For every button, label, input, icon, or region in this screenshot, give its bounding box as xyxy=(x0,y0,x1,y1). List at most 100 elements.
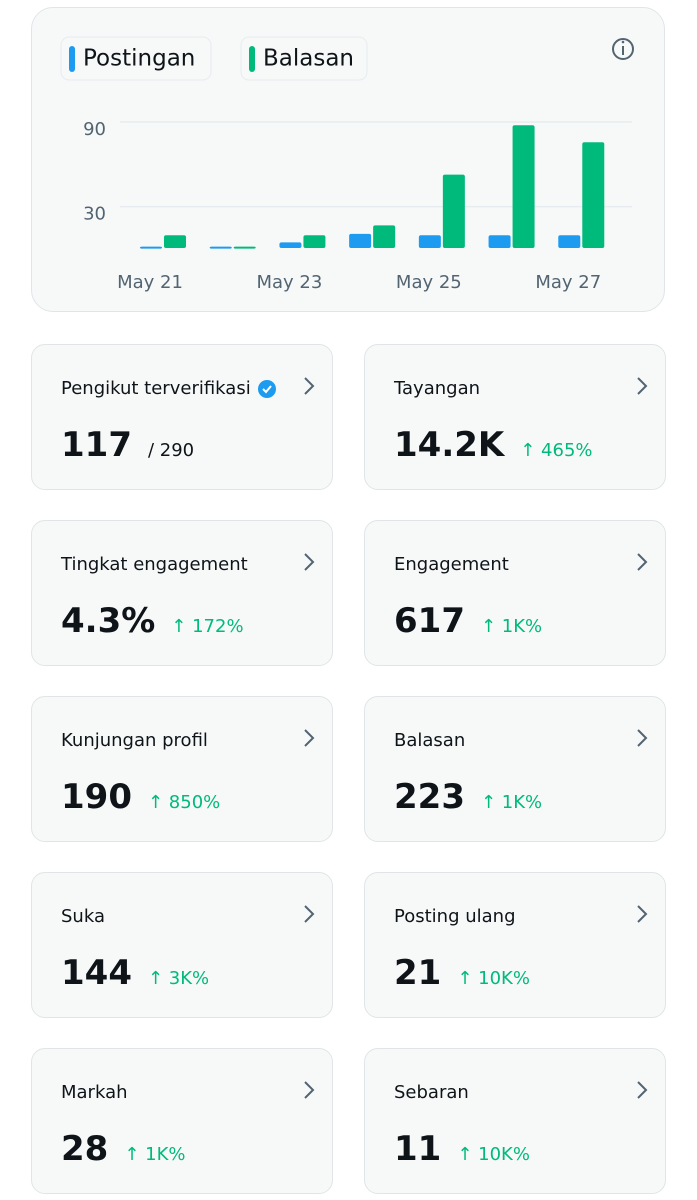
chevron xyxy=(637,905,648,923)
x-tick-label: May 23 xyxy=(257,272,323,293)
stat-value: 14.2K xyxy=(394,425,505,465)
chevron xyxy=(304,377,315,395)
stat-row: 144 ↑ 3K% xyxy=(61,953,209,993)
stat-row: 4.3% ↑ 172% xyxy=(61,601,244,641)
bar xyxy=(303,235,326,248)
info-icon[interactable] xyxy=(612,38,634,60)
bar xyxy=(279,242,302,248)
bar xyxy=(558,235,581,248)
chevron xyxy=(637,553,648,571)
bar xyxy=(373,225,396,248)
legend-label: Postingan xyxy=(83,46,195,72)
bar xyxy=(164,235,186,248)
stat-value: 28 xyxy=(61,1129,109,1169)
stat-label: Pengikut terverifikasi xyxy=(61,378,277,399)
stat-label-text: Markah xyxy=(61,1082,128,1103)
stat-label: Posting ulang xyxy=(394,906,516,927)
stat-card[interactable]: Pengikut terverifikasi 117 / 290 xyxy=(31,344,333,490)
stat-change: ↑ 850% xyxy=(147,792,221,813)
stat-label-text: Tayangan xyxy=(394,378,481,399)
stat-label: Tayangan xyxy=(394,378,480,399)
stat-card[interactable]: Engagement 617 ↑ 1K% xyxy=(364,520,666,666)
stat-value: 11 xyxy=(394,1129,442,1169)
stat-label-text: Sebaran xyxy=(394,1082,469,1103)
stat-row: 21 ↑ 10K% xyxy=(394,953,530,993)
bar xyxy=(140,246,162,249)
stat-row: 190 ↑ 850% xyxy=(61,777,220,817)
legend-swatch xyxy=(69,46,75,72)
stat-label-text: Balasan xyxy=(394,730,466,751)
bar xyxy=(442,174,465,248)
stat-value: 190 xyxy=(61,777,132,817)
x-tick-label: May 21 xyxy=(117,272,183,293)
legend-swatch xyxy=(249,46,255,72)
chevron xyxy=(304,729,315,747)
stat-value: 617 xyxy=(394,601,465,641)
stat-value: 117 xyxy=(61,425,132,465)
chevron xyxy=(637,729,648,747)
stat-card[interactable]: Suka 144 ↑ 3K% xyxy=(31,872,333,1018)
verified-badge xyxy=(257,379,276,398)
info-icon-dot xyxy=(621,40,625,44)
stat-total: / 290 xyxy=(147,440,195,461)
bar xyxy=(418,235,441,248)
stat-label: Sebaran xyxy=(394,1082,469,1103)
stat-card[interactable]: Kunjungan profil 190 ↑ 850% xyxy=(31,696,333,842)
stat-change: ↑ 1K% xyxy=(480,616,543,637)
chart: Postingan Balasan 30 90 May 21 May 23 May 25 Ma… xyxy=(60,36,634,293)
stat-label: Kunjungan profil xyxy=(61,730,208,751)
stat-row: 28 ↑ 1K% xyxy=(61,1129,186,1169)
stat-value: 4.3% xyxy=(61,601,156,641)
stat-card[interactable]: Tayangan 14.2K ↑ 465% xyxy=(364,344,666,490)
stat-change: ↑ 172% xyxy=(171,616,244,637)
stat-change: ↑ 1K% xyxy=(480,792,543,813)
stat-card[interactable]: Tingkat engagement 4.3% ↑ 172% xyxy=(31,520,333,666)
legend-label: Balasan xyxy=(263,46,354,72)
stat-label: Balasan xyxy=(394,730,465,751)
stat-card[interactable]: Posting ulang 21 ↑ 10K% xyxy=(364,872,666,1018)
stat-label: Markah xyxy=(61,1082,128,1103)
stat-row: 223 ↑ 1K% xyxy=(394,777,542,817)
stat-row: 11 ↑ 10K% xyxy=(394,1129,530,1169)
stat-label-text: Engagement xyxy=(394,554,509,575)
stat-change: ↑ 3K% xyxy=(147,968,210,989)
bar xyxy=(512,125,535,248)
stat-card[interactable]: Sebaran 11 ↑ 10K% xyxy=(364,1048,666,1194)
stat-label-text: Kunjungan profil xyxy=(61,730,208,751)
chevron xyxy=(304,905,315,923)
stat-label-text: Tingkat engagement xyxy=(61,554,248,575)
chevron xyxy=(304,1081,315,1099)
stat-label: Engagement xyxy=(394,554,509,575)
legend-item xyxy=(60,36,212,81)
stat-change: ↑ 10K% xyxy=(457,1144,530,1165)
stat-change: ↑ 1K% xyxy=(124,1144,186,1165)
stat-row: 617 ↑ 1K% xyxy=(394,601,542,641)
stat-label: Tingkat engagement xyxy=(61,554,248,575)
bar xyxy=(349,233,372,248)
stat-value: 21 xyxy=(394,953,442,993)
stat-card[interactable]: Markah 28 ↑ 1K% xyxy=(31,1048,333,1194)
stat-card[interactable]: Balasan 223 ↑ 1K% xyxy=(364,696,666,842)
legend-item xyxy=(240,36,368,81)
stat-change: ↑ 10K% xyxy=(457,968,530,989)
stat-value: 223 xyxy=(394,777,465,817)
bar xyxy=(209,246,232,249)
bar xyxy=(582,142,605,248)
chevron xyxy=(304,553,315,571)
stat-change: ↑ 465% xyxy=(520,440,593,461)
stat-label-text: Suka xyxy=(61,906,105,927)
stat-row: 14.2K ↑ 465% xyxy=(394,425,593,465)
stat-label: Suka xyxy=(61,906,105,927)
y-tick-label: 30 xyxy=(83,204,106,225)
stat-row: 117 / 290 xyxy=(61,425,194,465)
stat-value: 144 xyxy=(61,953,132,993)
x-tick-label: May 27 xyxy=(535,272,601,293)
bar xyxy=(488,235,511,248)
chevron xyxy=(637,1081,648,1099)
stat-label-text: Pengikut terverifikasi xyxy=(61,378,251,399)
stat-label-text: Posting ulang xyxy=(394,906,516,927)
chevron xyxy=(637,377,648,395)
x-tick-label: May 25 xyxy=(396,272,462,293)
y-tick-label: 90 xyxy=(83,119,106,140)
